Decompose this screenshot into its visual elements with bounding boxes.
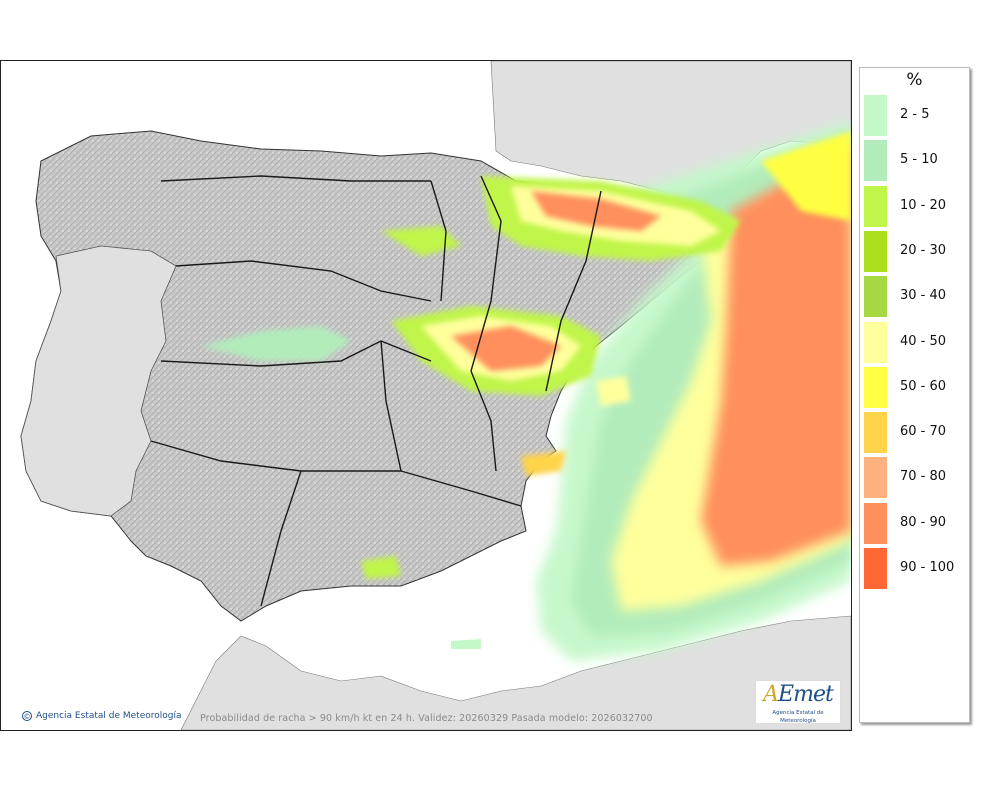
legend-swatch [864, 502, 887, 544]
legend-swatch [864, 185, 887, 227]
probability-map [0, 60, 852, 731]
legend-label: 70 - 80 [900, 469, 947, 485]
legend-item: 80 - 90 [864, 502, 969, 544]
legend-label: 2 - 5 [900, 107, 930, 122]
legend-label: 40 - 50 [900, 333, 947, 349]
legend-item: 30 - 40 [864, 276, 969, 318]
legend-swatch [864, 457, 887, 499]
legend-item: 60 - 70 [864, 412, 969, 454]
agency-credit-text: Agencia Estatal de Meteorología [36, 711, 182, 721]
legend-swatch [864, 230, 887, 272]
legend-label: 20 - 30 [900, 242, 947, 258]
legend-item: 90 - 100 [864, 548, 969, 589]
legend-label: 80 - 90 [900, 514, 947, 530]
regional-borders [150, 175, 602, 607]
legend-label: 10 - 20 [900, 197, 947, 213]
legend: % 2 - 5 5 - 10 10 - 20 20 - 30 30 - 40 40 - 5… [859, 67, 970, 723]
aemet-wordmark: AEmet [763, 682, 834, 707]
probability-field [201, 121, 851, 661]
legend-title: % [906, 70, 923, 90]
legend-swatch [864, 366, 887, 408]
agency-credit: © Agencia Estatal de Meteorología [22, 711, 182, 721]
legend-item: 2 - 5 [864, 95, 969, 136]
legend-swatch [864, 412, 887, 454]
legend-swatch [864, 548, 887, 589]
copyright-icon: © [22, 711, 32, 721]
legend-label: 30 - 40 [900, 288, 947, 304]
map-caption: Probabilidad de racha > 90 km/h kt en 24… [200, 713, 653, 724]
aemet-logo-subtitle: Agencia Estatal de Meteorología [772, 710, 824, 724]
legend-item: 50 - 60 [864, 366, 969, 408]
legend-item: 70 - 80 [864, 457, 969, 499]
legend-swatch [864, 140, 887, 182]
map-canvas [20, 61, 851, 730]
legend-item: 10 - 20 [864, 185, 969, 227]
legend-label: 60 - 70 [900, 424, 947, 440]
legend-swatch [864, 321, 887, 363]
legend-label: 90 - 100 [900, 560, 955, 575]
legend-label: 5 - 10 [900, 152, 938, 168]
aemet-logo: AEmet Agencia Estatal de Meteorología [755, 680, 841, 724]
legend-item: 20 - 30 [864, 230, 969, 272]
legend-swatch [864, 95, 887, 136]
portugal-land [20, 245, 177, 517]
legend-label: 50 - 60 [900, 378, 947, 394]
legend-item: 5 - 10 [864, 140, 969, 182]
legend-item: 40 - 50 [864, 321, 969, 363]
legend-swatch [864, 276, 887, 318]
africa-land [180, 615, 851, 730]
